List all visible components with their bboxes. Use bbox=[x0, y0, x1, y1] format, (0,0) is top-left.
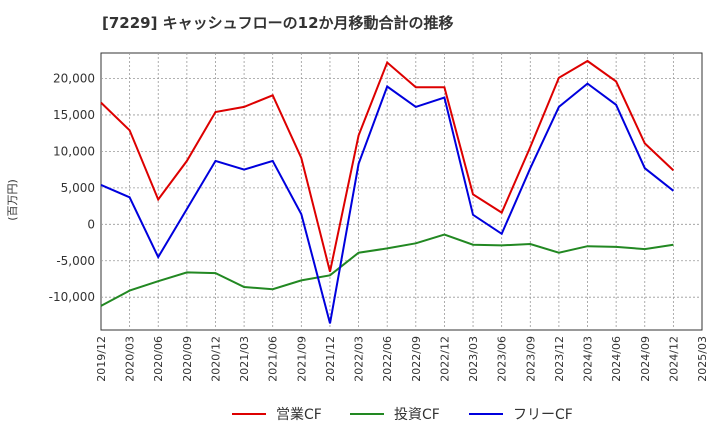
y-tick-label: 5,000 bbox=[61, 181, 95, 195]
chart-title: [7229] キャッシュフローの12か月移動合計の推移 bbox=[102, 14, 454, 32]
x-tick-label: 2022/06 bbox=[381, 336, 394, 382]
x-tick-label: 2022/12 bbox=[438, 336, 451, 382]
y-tick-label: 15,000 bbox=[53, 108, 95, 122]
x-tick-label: 2019/12 bbox=[95, 336, 108, 382]
x-tick-label: 2021/09 bbox=[295, 336, 308, 382]
y-tick-label: 20,000 bbox=[53, 72, 95, 86]
legend-swatch bbox=[232, 413, 266, 415]
y-tick-label: -5,000 bbox=[56, 254, 95, 268]
x-tick-label: 2020/03 bbox=[124, 336, 137, 382]
x-tick-label: 2024/09 bbox=[639, 336, 652, 382]
series-line-operating-cf bbox=[100, 59, 675, 272]
legend-swatch bbox=[350, 413, 384, 415]
legend-item-investing-cf: 投資CF bbox=[350, 404, 440, 424]
legend-label: 投資CF bbox=[394, 407, 440, 423]
x-tick-label: 2023/03 bbox=[467, 336, 480, 382]
legend-item-operating-cf: 営業CF bbox=[232, 404, 322, 424]
x-tick-label: 2020/12 bbox=[209, 336, 222, 382]
y-tick-label: 10,000 bbox=[53, 144, 95, 158]
x-tick-label: 2024/12 bbox=[667, 336, 680, 382]
x-tick-label: 2025/03 bbox=[696, 336, 709, 382]
x-tick-label: 2024/06 bbox=[610, 336, 623, 382]
x-tick-label: 2023/09 bbox=[524, 336, 537, 382]
x-tick-label: 2020/06 bbox=[152, 336, 165, 382]
series-line-investing-cf bbox=[100, 233, 674, 307]
x-tick-label: 2021/03 bbox=[238, 336, 251, 382]
x-tick-label: 2023/06 bbox=[496, 336, 509, 382]
legend-swatch bbox=[469, 413, 503, 415]
x-tick-label: 2021/12 bbox=[324, 336, 337, 382]
legend-label: 営業CF bbox=[276, 407, 322, 423]
x-tick-label: 2022/09 bbox=[410, 336, 423, 382]
x-tick-label: 2020/09 bbox=[181, 336, 194, 382]
legend-label: フリーCF bbox=[513, 407, 573, 423]
x-tick-label: 2022/03 bbox=[353, 336, 366, 382]
legend-item-free-cf: フリーCF bbox=[469, 404, 573, 424]
y-tick-label: -10,000 bbox=[49, 290, 95, 304]
x-tick-label: 2024/03 bbox=[582, 336, 595, 382]
x-tick-label: 2021/06 bbox=[267, 336, 280, 382]
y-tick-label: 0 bbox=[87, 217, 95, 231]
y-axis-label: (百万円) bbox=[6, 179, 19, 221]
legend: 営業CF 投資CF フリーCF bbox=[0, 400, 720, 430]
plot-area bbox=[100, 52, 703, 331]
series-line-free-cf bbox=[100, 82, 675, 324]
x-tick-label: 2023/12 bbox=[553, 336, 566, 382]
